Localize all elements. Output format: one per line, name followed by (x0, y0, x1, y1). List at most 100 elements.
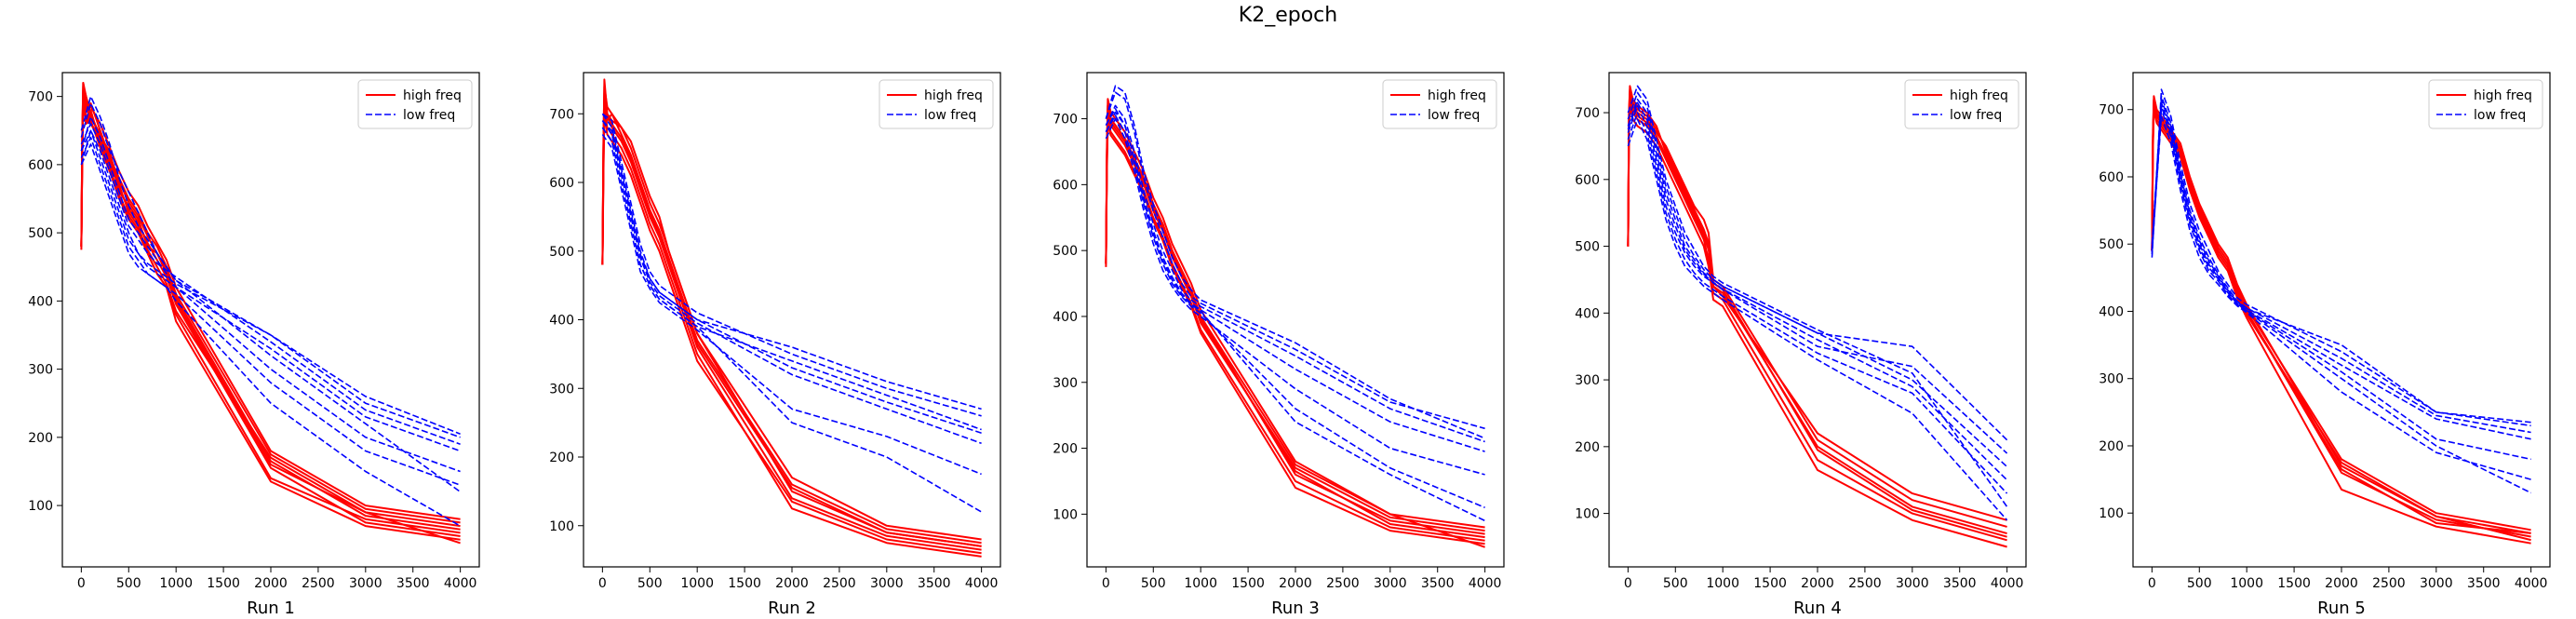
x-tick-label: 2000 (1801, 576, 1834, 591)
legend-box (357, 79, 473, 129)
series-line-low-freq (80, 143, 461, 486)
plot-frame (61, 72, 480, 568)
chart-panel-5: 0 500 1000 1500 2000 2500 3000 3500 4000 100 200 30… (2099, 72, 2551, 618)
series-line-low-freq (2151, 105, 2531, 461)
x-tick-label: 2000 (254, 576, 288, 591)
legend-box (1904, 79, 2019, 129)
series-line-low-freq (80, 115, 461, 452)
legend-label-high-freq: high freq (924, 88, 983, 103)
series-line-high-freq (2151, 101, 2531, 538)
chart-panel-1: 0 500 1000 1500 2000 2500 3000 3500 4000 100 200 30… (28, 72, 480, 618)
x-tick-label: 2500 (2372, 576, 2406, 591)
series-line-low-freq (1627, 112, 2008, 494)
x-tick-label: 500 (1663, 576, 1688, 591)
series-line-high-freq (1627, 98, 2007, 542)
series-line-low-freq (2151, 99, 2531, 424)
x-tick-label: 1500 (1231, 576, 1265, 591)
series-line-low-freq (1105, 91, 1485, 430)
legend-box (1382, 79, 1497, 129)
x-tick-label: 1000 (680, 576, 714, 591)
x-tick-label: 0 (77, 576, 86, 591)
y-tick-label: 100 (2099, 506, 2124, 521)
x-tick-label: 3000 (1374, 576, 1407, 591)
y-tick-label: 100 (1053, 507, 1078, 522)
y-tick-label: 200 (1053, 442, 1078, 457)
series-line-low-freq (1627, 98, 2008, 441)
series-line-high-freq (80, 102, 461, 541)
y-tick-label: 300 (2099, 372, 2124, 387)
series-line-high-freq (80, 95, 461, 545)
figure-title: K2_epoch (1238, 4, 1338, 27)
chart-panel-2: 0 500 1000 1500 2000 2500 3000 3500 4000 100 200 30… (549, 72, 1001, 618)
x-tick-label: 2500 (1326, 576, 1360, 591)
x-tick-label: 1500 (207, 576, 240, 591)
x-tick-label: 3500 (2467, 576, 2501, 591)
legend-label-high-freq: high freq (1428, 88, 1486, 103)
y-tick-label: 700 (28, 90, 53, 105)
x-tick-label: 3000 (349, 576, 382, 591)
legend-label-low-freq: low freq (924, 108, 976, 123)
x-axis-label: Run 5 (2317, 599, 2366, 618)
y-tick-label: 300 (549, 382, 574, 397)
x-tick-label: 2000 (775, 576, 809, 591)
series-line-low-freq (1105, 104, 1485, 443)
series-line-low-freq (601, 113, 982, 410)
x-tick-label: 2000 (1279, 576, 1312, 591)
series-line-low-freq (601, 120, 982, 445)
series-line-high-freq (80, 82, 461, 537)
y-tick-label: 600 (1575, 173, 1600, 188)
x-axis-label: Run 4 (1793, 599, 1842, 618)
y-tick-label: 600 (2099, 170, 2124, 185)
series-line-low-freq (80, 123, 461, 445)
series-line-low-freq (1627, 118, 2008, 521)
legend-label-low-freq: low freq (1950, 108, 2002, 123)
y-tick-label: 700 (1575, 106, 1600, 121)
series-line-high-freq (601, 105, 982, 558)
y-tick-label: 700 (2099, 103, 2124, 118)
series-line-low-freq (601, 127, 983, 513)
x-tick-label: 3500 (1943, 576, 1977, 591)
series-line-low-freq (1627, 91, 2008, 467)
plot-frame (1086, 72, 1505, 568)
legend-label-low-freq: low freq (1428, 108, 1480, 123)
x-tick-label: 0 (598, 576, 607, 591)
y-tick-label: 500 (1053, 244, 1078, 259)
x-tick-label: 1000 (1184, 576, 1217, 591)
x-tick-label: 1500 (728, 576, 761, 591)
y-tick-label: 200 (2099, 439, 2124, 454)
x-tick-label: 0 (2148, 576, 2156, 591)
x-tick-label: 4000 (2515, 576, 2548, 591)
series-line-high-freq (2151, 105, 2531, 542)
series-line-high-freq (1105, 111, 1485, 532)
series-line-low-freq (80, 102, 461, 438)
plot-frame (583, 72, 1001, 568)
x-axis-label: Run 1 (247, 599, 295, 618)
x-tick-label: 3000 (2420, 576, 2453, 591)
x-tick-label: 3500 (918, 576, 951, 591)
y-tick-label: 700 (549, 107, 574, 122)
y-tick-label: 400 (1575, 306, 1600, 321)
y-tick-label: 100 (28, 499, 53, 514)
series-line-low-freq (601, 113, 982, 417)
plot-frame (2132, 72, 2551, 568)
y-tick-label: 600 (1053, 178, 1078, 193)
y-tick-label: 400 (28, 294, 53, 309)
series-line-low-freq (1105, 108, 1485, 522)
x-tick-label: 500 (116, 576, 141, 591)
series-line-high-freq (601, 95, 982, 547)
plot-frame (1608, 72, 2027, 568)
y-tick-label: 500 (549, 245, 574, 260)
x-axis-label: Run 2 (768, 599, 816, 618)
x-tick-label: 1500 (1753, 576, 1787, 591)
legend-label-high-freq: high freq (2474, 88, 2532, 103)
chart-panel-4: 0 500 1000 1500 2000 2500 3000 3500 4000 100 200 30… (1575, 72, 2027, 618)
x-tick-label: 1000 (2230, 576, 2263, 591)
series-line-low-freq (601, 133, 982, 476)
y-tick-label: 200 (1575, 440, 1600, 455)
legend-label-low-freq: low freq (403, 108, 455, 123)
x-tick-label: 3000 (870, 576, 904, 591)
series-line-low-freq (2151, 115, 2531, 480)
series-line-high-freq (601, 85, 982, 541)
series-line-low-freq (601, 127, 982, 431)
